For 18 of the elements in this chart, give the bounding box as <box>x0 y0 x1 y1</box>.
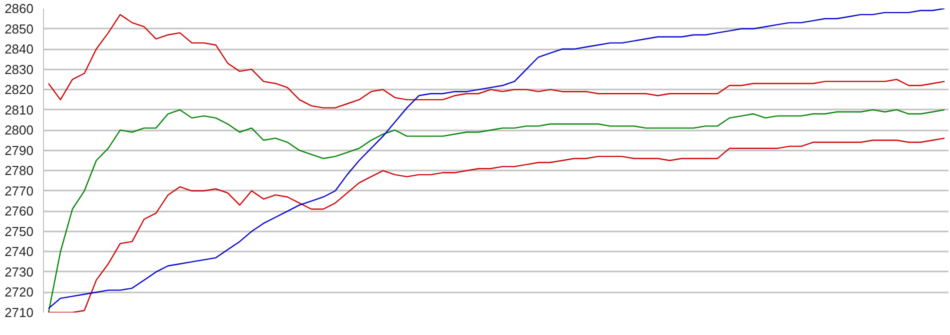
y-tick-label: 2780 <box>4 163 34 178</box>
y-tick-label: 2730 <box>4 264 34 280</box>
y-tick-label: 2750 <box>4 224 34 239</box>
y-tick-label: 2820 <box>4 82 34 98</box>
line-series <box>48 8 946 310</box>
y-tick-label: 2850 <box>4 21 34 36</box>
y-tick-label: 2810 <box>4 102 34 118</box>
y-tick-label: 2800 <box>4 122 34 138</box>
y-tick-label: 2840 <box>4 42 34 57</box>
y-tick-label: 2760 <box>4 204 34 219</box>
y-tick-label: 2770 <box>4 183 34 198</box>
y-tick-label: 2790 <box>4 142 34 158</box>
y-tick-label: 2830 <box>4 62 34 77</box>
y-tick-label: 2860 <box>4 1 34 16</box>
y-tick-label: 2710 <box>4 305 34 320</box>
line-series <box>48 14 946 108</box>
y-tick-label: 2740 <box>4 244 34 260</box>
y-tick-label: 2720 <box>4 284 34 300</box>
